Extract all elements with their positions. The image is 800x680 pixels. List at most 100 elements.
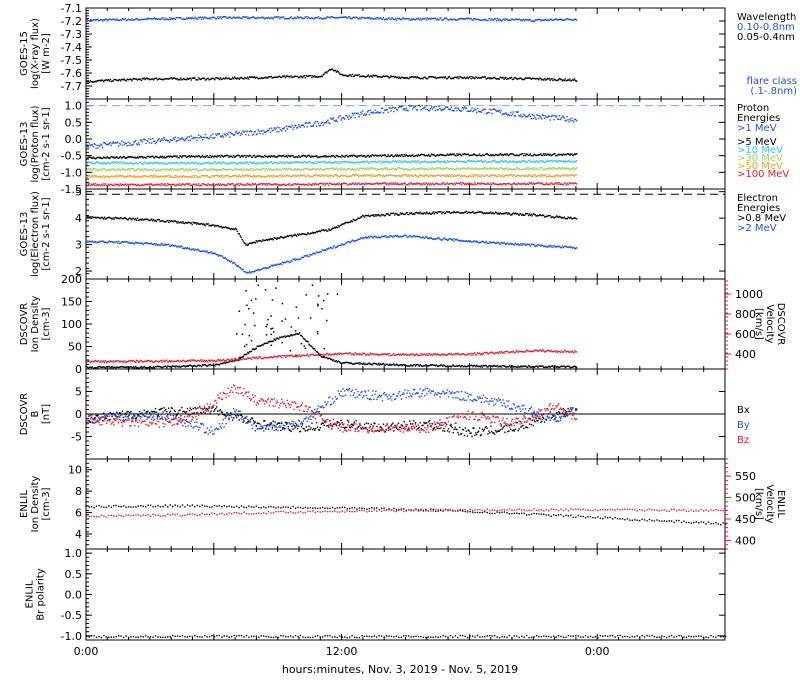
data-point	[311, 155, 313, 157]
data-point	[544, 79, 547, 81]
data-point	[466, 153, 468, 155]
data-point	[555, 18, 557, 20]
data-point	[164, 183, 166, 185]
data-point	[318, 174, 321, 177]
data-point	[554, 153, 556, 155]
data-point	[133, 141, 135, 143]
data-point	[274, 169, 276, 171]
data-point	[425, 108, 427, 110]
data-point	[574, 168, 576, 171]
data-point	[304, 233, 306, 236]
data-point	[395, 75, 397, 78]
data-point	[347, 184, 350, 186]
data-point	[283, 162, 286, 164]
data-point	[196, 223, 198, 225]
data-point	[558, 79, 560, 81]
data-point	[374, 17, 376, 19]
data-point	[385, 213, 387, 215]
data-point	[96, 176, 98, 178]
data-point	[468, 154, 470, 157]
data-point	[484, 183, 486, 185]
data-point	[274, 16, 276, 18]
data-point	[129, 142, 131, 144]
data-point	[191, 168, 193, 170]
data-point	[96, 216, 98, 219]
data-point	[570, 182, 572, 185]
data-point	[502, 183, 504, 185]
data-point	[543, 19, 546, 21]
data-point	[433, 17, 435, 19]
data-point	[282, 16, 284, 18]
data-point	[460, 182, 462, 184]
data-point	[313, 168, 315, 170]
data-point	[534, 154, 536, 156]
data-point	[153, 220, 156, 222]
data-point	[179, 16, 181, 19]
data-point	[223, 161, 225, 164]
data-point	[311, 162, 313, 165]
data-point	[488, 176, 490, 178]
data-point	[273, 76, 275, 78]
data-point	[553, 78, 555, 80]
data-point	[373, 161, 375, 163]
data-point	[178, 222, 180, 224]
data-point	[500, 109, 502, 112]
data-point	[115, 174, 117, 177]
data-point	[89, 79, 92, 82]
data-point	[476, 111, 478, 114]
data-point	[146, 77, 148, 79]
data-point	[348, 154, 351, 157]
data-point	[278, 169, 280, 171]
data-point	[185, 79, 188, 81]
data-point	[390, 75, 392, 77]
data-point	[251, 134, 254, 136]
data-point	[455, 160, 457, 163]
data-point	[275, 167, 277, 170]
data-point	[218, 78, 221, 81]
data-point	[409, 175, 411, 178]
data-point	[322, 169, 324, 171]
data-point	[560, 78, 563, 81]
data-point	[378, 160, 380, 162]
data-point	[182, 155, 184, 157]
data-point	[222, 168, 224, 170]
data-point	[160, 175, 162, 178]
data-point	[202, 77, 205, 80]
data-point	[426, 104, 428, 107]
data-point	[265, 176, 267, 178]
data-point	[194, 222, 196, 225]
data-point	[289, 75, 291, 78]
data-point	[287, 162, 289, 164]
data-point	[375, 175, 377, 177]
data-point	[217, 224, 219, 227]
data-point	[135, 143, 138, 145]
data-point	[152, 79, 155, 81]
data-point	[502, 113, 504, 115]
data-point	[264, 18, 266, 20]
data-point	[575, 183, 578, 185]
data-point	[331, 174, 333, 177]
data-point	[211, 224, 213, 226]
data-point	[129, 161, 131, 163]
data-point	[571, 19, 573, 21]
data-point	[271, 77, 273, 79]
data-point	[195, 183, 197, 185]
data-point	[147, 78, 149, 80]
data-point	[133, 19, 135, 21]
data-point	[224, 162, 226, 164]
data-point	[372, 183, 374, 186]
data-point	[265, 77, 268, 79]
data-point	[194, 184, 196, 186]
data-point	[536, 19, 538, 21]
data-point	[171, 162, 174, 164]
data-point	[106, 184, 109, 187]
data-point	[303, 233, 305, 235]
data-point	[371, 167, 373, 169]
data-point	[536, 154, 538, 156]
data-point	[244, 154, 246, 157]
data-point	[253, 169, 256, 172]
data-point	[330, 167, 332, 170]
data-point	[95, 19, 97, 21]
data-point	[283, 183, 286, 186]
data-point	[448, 168, 451, 170]
